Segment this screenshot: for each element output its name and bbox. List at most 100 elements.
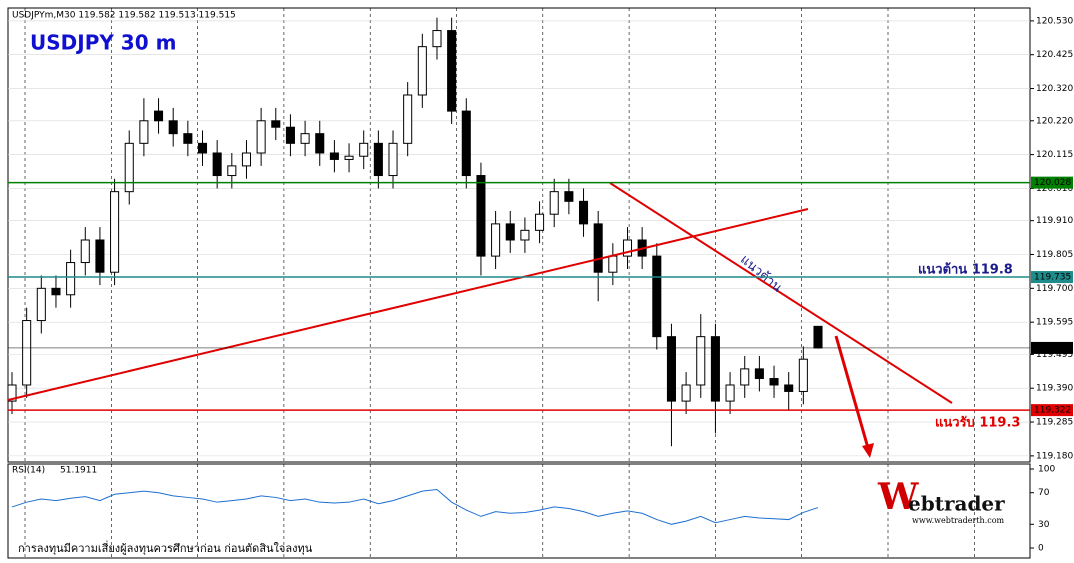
candle-body [813,325,823,349]
arrow-head [862,443,874,458]
candle-body [80,239,90,264]
y-tick-label: 120.320 [1036,84,1073,94]
annotation: แนวต้าน 119.8 [918,262,1013,278]
level-label: 120.028 [1034,178,1071,188]
y-tick-label: 120.115 [1036,150,1073,160]
candle-body [784,384,794,392]
candle-body [710,336,720,402]
chart-title: USDJPY 30 m [30,31,176,55]
candle-body [315,133,325,154]
candle-body [66,262,76,296]
candle-body [725,384,735,402]
rsi-name: RSI(14) [12,466,45,476]
candle-body [359,142,369,157]
candle-body [197,142,208,154]
candle-body [622,239,633,257]
candle-body [183,133,193,144]
level-box [1031,404,1073,417]
header: USDJPYm,M30 119.582 119.582 119.513 119.… [12,11,236,21]
rsi-line [11,489,819,525]
candle-body [740,368,750,386]
candle-body [769,378,779,386]
footer: การลงทุนมีความเสี่ยงผู้ลงทุนควรศึกษาก่อน… [18,540,313,555]
y-tick-label: 119.285 [1036,418,1073,428]
y-tick-label: 30 [1038,520,1050,530]
candle-body [168,120,178,135]
candle-body [491,223,501,257]
trendline [609,182,953,404]
candle-body [36,287,46,322]
candle-body [124,142,134,193]
candle-body [520,229,530,241]
candle-body [241,152,252,167]
y-tick-label: 119.595 [1036,318,1073,328]
candle-body [388,142,398,177]
logo-initial: W [877,476,919,518]
candle-body [652,255,662,338]
y-tick-label: 119.495 [1036,350,1073,360]
candle-body [154,110,164,122]
level-label: 119.322 [1034,406,1071,416]
level-box [1031,271,1073,284]
rsi-panel [7,463,1031,559]
y-tick-label: 120.220 [1036,116,1073,126]
candle-body [476,175,486,257]
y-tick-label: 120.530 [1036,16,1073,26]
candle-body [227,165,237,177]
y-tick-label: 120.425 [1036,50,1073,60]
logo-url: www.webtraderth.com [912,516,1005,525]
candle-body [417,46,427,96]
candle-body [754,368,764,380]
candle-body [798,358,808,392]
level-box [1031,341,1073,354]
candle-body [373,142,383,177]
level-label: 119.735 [1034,273,1071,283]
y-tick-label: 119.805 [1036,250,1073,260]
candle-body [608,255,618,273]
y-tick-label: 120.010 [1036,184,1073,194]
logo-name: ebtrader [908,492,1005,516]
level-label: 119.515 [1034,343,1071,353]
candle-body [300,133,310,144]
y-tick-label: 119.180 [1036,451,1073,461]
candle-body [564,191,574,202]
candle-body [666,336,676,402]
candle-body [256,120,266,154]
candle-body [271,120,281,128]
candle-body [578,200,589,225]
candle-body [22,320,32,386]
annotation: แนวรับ 119.3 [935,416,1020,431]
candle-body [432,30,442,48]
rsi-value: 51.1911 [60,466,97,476]
candle-body [51,287,61,296]
candle-body [7,384,17,402]
y-tick-label: 0 [1038,544,1044,554]
y-tick-label: 119.910 [1036,216,1073,226]
main-panel [7,7,1031,463]
candle-body [461,110,471,177]
level-box [1031,176,1073,189]
y-tick-label: 119.390 [1036,384,1073,394]
candle-body [505,223,515,241]
candle-body [212,152,222,177]
candle-body [110,191,120,273]
candle-body [535,213,545,231]
y-tick-label: 100 [1038,465,1055,475]
candle-body [549,191,559,215]
candle-body [329,152,339,160]
candle-body [681,384,691,402]
y-tick-label: 70 [1038,488,1050,498]
candle-body [344,155,354,160]
candle-body [447,30,457,112]
candle-body [139,120,149,144]
candle-body [593,223,603,273]
candle-body [95,239,105,273]
trendline [7,208,809,401]
y-tick-label: 119.700 [1036,284,1073,294]
candle-body [285,126,295,144]
candle-body [403,94,413,144]
candle-body [696,336,706,386]
arrow [834,335,870,449]
